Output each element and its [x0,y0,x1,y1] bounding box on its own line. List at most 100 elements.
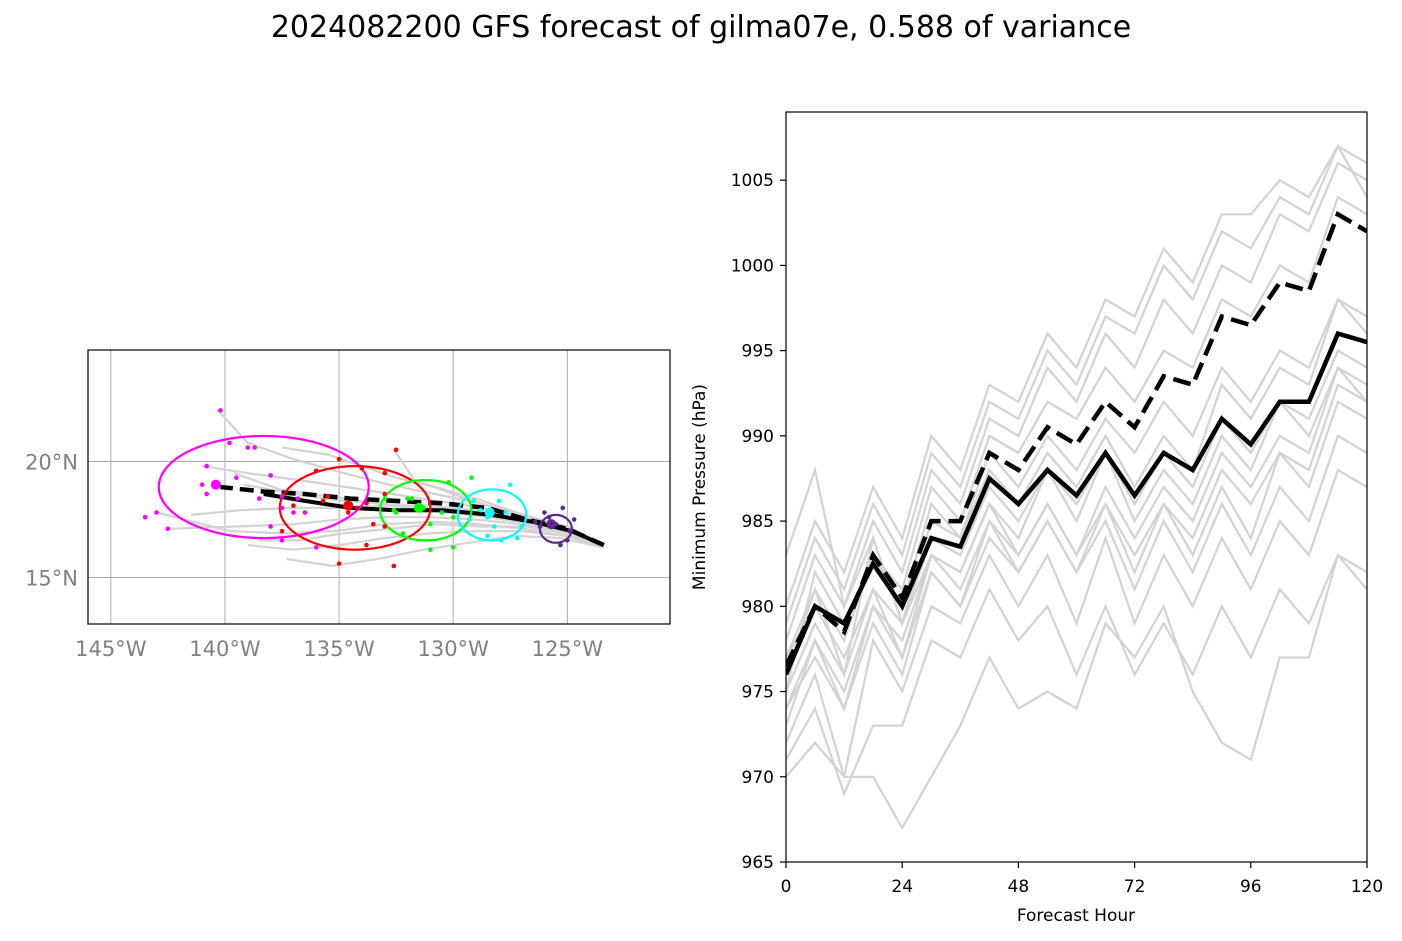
map-member-point-hour-120 [533,519,538,525]
map-member-point-hour-48 [382,491,388,497]
pressure-ticks: 0 24 48 72 96 120 965 970 975 980 985 990 995 1000 100… [731,171,1383,897]
map-member-point-hour-96 [519,524,524,529]
pressure-x-tick-label: 24 [891,877,913,897]
map-x-tick-label: 145°W [75,637,147,661]
pressure-y-tick-label: 965 [742,853,774,873]
map-member-point-hour-48 [355,505,360,511]
map-member-point-hour-96 [471,498,477,504]
map-member-point-hour-72 [409,496,415,501]
map-center-point-hour-48 [343,500,354,511]
map-member-point-hour-72 [450,545,456,550]
map-member-point-hour-48 [336,456,342,462]
map-ellipse-hour-72 [379,478,473,542]
map-member-point-hour-48 [364,542,369,548]
map-ensemble-track [247,529,605,551]
map-x-tick-label: 135°W [303,637,375,661]
map-member-point-hour-72 [439,510,445,515]
map-member-point-hour-48 [382,470,388,476]
map-member-point-hour-120 [542,510,547,515]
pressure-ensemble-line [786,297,1367,675]
pressure-x-tick-label: 96 [1240,877,1262,897]
map-member-point-hour-96 [507,482,513,487]
map-member-point-hour-24 [142,514,148,520]
pressure-ensemble-line [786,143,1367,607]
pressure-mean-line-dashed [786,211,1367,667]
map-member-point-hour-96 [514,535,520,541]
map-member-point-hour-24 [154,510,159,515]
map-member-point-hour-24 [227,440,232,446]
map-member-point-hour-96 [466,517,472,522]
pressure-y-tick-label: 990 [742,427,774,447]
map-member-point-hour-48 [364,500,369,506]
map-frame [87,349,671,625]
map-member-point-hour-24 [291,510,296,515]
pressure-x-tick-label: 72 [1124,877,1146,897]
map-member-point-hour-120 [564,538,570,543]
map-ellipse-hour-24 [157,434,370,540]
map-member-point-hour-24 [165,526,171,532]
map-member-point-hour-48 [391,563,397,569]
map-ensemble-track [259,523,605,549]
map-member-point-hour-72 [428,547,433,552]
map-member-point-hour-24 [252,445,257,450]
map-member-point-hour-48 [382,524,388,529]
map-member-point-hour-120 [560,505,566,511]
pressure-ensemble-line [786,383,1367,712]
map-member-point-hour-24 [204,463,209,469]
map-y-tick-label: 20°N [25,450,78,474]
pressure-x-tick-label: 120 [1351,877,1383,897]
pressure-ensemble-line [786,553,1367,797]
pressure-ensemble-line [786,366,1367,692]
map-member-point-hour-72 [400,531,406,536]
map-member-point-hour-24 [268,524,273,529]
map-member-point-hour-48 [345,510,351,515]
pressure-ensemble-line [786,195,1367,692]
map-member-point-hour-24 [279,538,285,543]
map-x-tick-label: 140°W [189,637,261,661]
map-member-point-hour-24 [279,493,285,499]
map-member-point-hour-24 [256,496,262,501]
map-member-point-hour-72 [391,507,397,513]
map-y-tick-label: 15°N [25,567,78,591]
map-x-tick-label: 130°W [417,637,489,661]
pressure-ensemble-line [786,144,1367,624]
map-center-point-hour-120 [546,519,557,530]
map-member-point-hour-72 [405,496,410,501]
pressure-y-tick-label: 970 [742,768,774,788]
map-member-point-hour-24 [245,445,251,450]
map-member-point-hour-96 [485,533,490,539]
map-member-point-hour-96 [478,507,483,513]
map-member-point-hour-72 [446,480,451,485]
map-member-point-hour-96 [491,524,497,529]
map-member-point-hour-72 [382,496,388,501]
pressure-y-tick-label: 1005 [731,171,774,191]
map-member-point-hour-48 [279,528,285,534]
map-uncertainty-ellipses [157,434,573,551]
pressure-x-axis-label: Forecast Hour [1017,906,1135,926]
figure-title: 2024082200 GFS forecast of gilma07e, 0.5… [270,10,1132,45]
map-ensemble-track [156,511,605,549]
pressure-y-axis-label: Minimum Pressure (hPa) [690,384,710,590]
pressure-ensemble-line [786,161,1367,641]
map-member-point-hour-120 [567,528,572,534]
map-member-point-hour-96 [496,498,502,504]
map-center-point-hour-24 [210,479,221,490]
map-member-point-hour-48 [336,561,342,566]
map-member-point-hour-24 [295,496,301,501]
pressure-y-tick-label: 1000 [731,256,774,276]
map-member-point-hour-120 [558,542,563,548]
map-member-point-hour-48 [320,498,326,504]
map-member-point-hour-120 [537,524,543,529]
map-ensemble-track [167,516,605,547]
map-member-point-hour-48 [325,493,330,499]
map-member-point-hour-24 [199,482,205,487]
pressure-series [786,143,1367,831]
map-member-point-hour-24 [204,491,209,497]
map-tick-labels: 145°W 140°W 135°W 130°W 125°W 15°N 20°N [25,450,603,661]
pressure-x-tick-label: 0 [781,877,792,897]
pressure-ensemble-line [786,400,1367,627]
map-x-tick-label: 125°W [532,637,604,661]
map-forecast-points [142,408,577,569]
map-member-point-hour-96 [498,538,504,543]
